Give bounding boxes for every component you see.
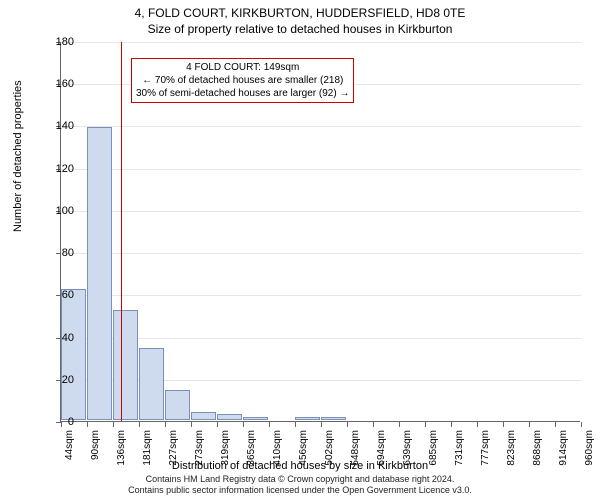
xtick-label: 136sqm [116,430,127,466]
xtick-mark [87,422,88,427]
histogram-bar [87,127,112,420]
gridline [61,169,581,170]
xtick-label: 777sqm [480,430,491,466]
ytick-label: 80 [62,247,74,259]
xtick-mark [295,422,296,427]
gridline [61,338,581,339]
title-address: 4, FOLD COURT, KIRKBURTON, HUDDERSFIELD,… [0,0,600,20]
annotation-line: 4 FOLD COURT: 149sqm [136,61,349,74]
ytick-mark [56,253,61,254]
xtick-label: 456sqm [298,430,309,466]
gridline [61,42,581,43]
xtick-mark [165,422,166,427]
xtick-mark [581,422,582,427]
ytick-label: 120 [56,163,74,175]
footer-line2: Contains public sector information licen… [0,485,600,496]
ytick-label: 100 [56,205,74,217]
footer-attribution: Contains HM Land Registry data © Crown c… [0,474,600,496]
ytick-label: 40 [62,332,74,344]
y-axis-label: Number of detached properties [12,80,24,232]
plot-region: 4 FOLD COURT: 149sqm← 70% of detached ho… [60,42,580,422]
ytick-label: 0 [68,416,74,428]
gridline [61,211,581,212]
xtick-label: 731sqm [454,430,465,466]
annotation-line: ← 70% of detached houses are smaller (21… [136,74,349,87]
xtick-label: 227sqm [168,430,179,466]
xtick-mark [113,422,114,427]
xtick-label: 594sqm [376,430,387,466]
xtick-mark [321,422,322,427]
xtick-mark [243,422,244,427]
xtick-label: 960sqm [584,430,595,466]
xtick-mark [139,422,140,427]
xtick-label: 90sqm [90,430,101,460]
histogram-bar [191,412,216,420]
marker-line [121,42,122,421]
xtick-label: 181sqm [142,430,153,466]
footer-line1: Contains HM Land Registry data © Crown c… [0,474,600,485]
ytick-label: 20 [62,374,74,386]
ytick-label: 140 [56,120,74,132]
xtick-label: 639sqm [402,430,413,466]
xtick-label: 548sqm [350,430,361,466]
xtick-mark [191,422,192,427]
histogram-bar [295,417,320,420]
xtick-mark [269,422,270,427]
histogram-bar [113,310,138,420]
xtick-label: 502sqm [324,430,335,466]
ytick-label: 160 [56,78,74,90]
xtick-label: 410sqm [272,430,283,466]
xtick-mark [217,422,218,427]
xtick-mark [347,422,348,427]
title-subtitle: Size of property relative to detached ho… [0,20,600,36]
xtick-label: 914sqm [558,430,569,466]
xtick-mark [451,422,452,427]
xtick-label: 823sqm [506,430,517,466]
gridline [61,253,581,254]
xtick-label: 273sqm [194,430,205,466]
xtick-label: 685sqm [428,430,439,466]
xtick-label: 365sqm [246,430,257,466]
gridline [61,126,581,127]
annotation-line: 30% of semi-detached houses are larger (… [136,87,349,100]
annotation-box: 4 FOLD COURT: 149sqm← 70% of detached ho… [131,58,354,103]
histogram-bar [139,348,164,420]
chart-container: 4, FOLD COURT, KIRKBURTON, HUDDERSFIELD,… [0,0,600,500]
xtick-mark [529,422,530,427]
xtick-mark [399,422,400,427]
xtick-mark [503,422,504,427]
histogram-bar [217,414,242,420]
xtick-mark [555,422,556,427]
xtick-mark [61,422,62,427]
histogram-bar [321,417,346,420]
histogram-bar [243,417,268,420]
histogram-bar [61,289,86,420]
xtick-mark [373,422,374,427]
histogram-bar [165,390,190,420]
xtick-label: 319sqm [220,430,231,466]
ytick-label: 60 [62,289,74,301]
xtick-label: 868sqm [532,430,543,466]
ytick-label: 180 [56,36,74,48]
xtick-label: 44sqm [64,430,75,460]
gridline [61,295,581,296]
xtick-mark [477,422,478,427]
chart-area: 4 FOLD COURT: 149sqm← 70% of detached ho… [60,42,580,422]
xtick-mark [425,422,426,427]
